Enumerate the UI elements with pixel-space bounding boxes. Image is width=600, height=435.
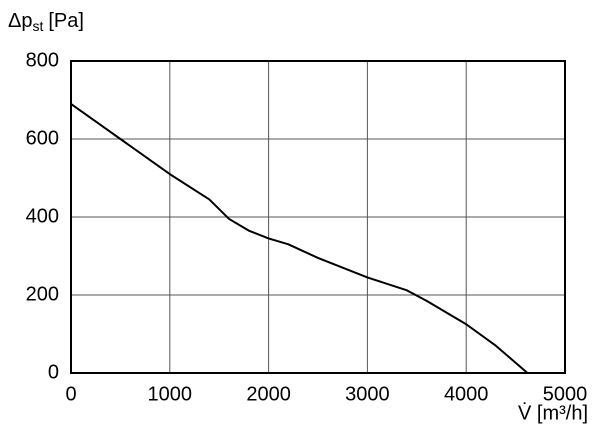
plot-frame: [70, 60, 566, 374]
curve: [70, 103, 529, 374]
y-tick-label: 200: [26, 283, 59, 305]
x-tick-label: 1000: [148, 383, 193, 405]
y-label-subscript: st: [32, 18, 43, 34]
x-tick-label: 3000: [345, 383, 390, 405]
x-tick-label: 5000: [543, 383, 588, 405]
y-tick-label: 600: [26, 127, 59, 149]
y-tick-label: 400: [26, 205, 59, 227]
x-tick-label: 4000: [444, 383, 489, 405]
y-axis-label: Δpst [Pa]: [8, 10, 84, 33]
y-label-symbol: Δp: [8, 10, 32, 32]
y-label-unit: [Pa]: [48, 10, 84, 32]
y-tick-label: 0: [48, 361, 59, 383]
x-tick-label: 0: [65, 383, 76, 405]
x-axis-label: V̇ [m³/h]: [518, 402, 588, 424]
x-tick-label: 2000: [246, 383, 291, 405]
y-tick-label: 800: [26, 49, 59, 71]
